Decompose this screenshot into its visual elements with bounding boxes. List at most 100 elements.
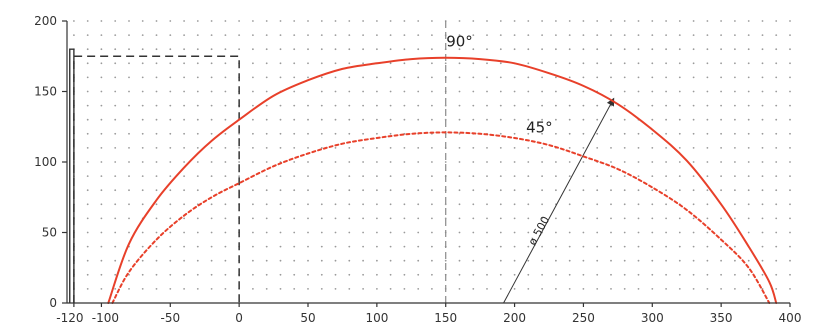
grid-dot — [403, 147, 406, 149]
grid-dot — [789, 203, 791, 206]
grid-dot — [389, 118, 392, 121]
grid-dot — [527, 34, 530, 36]
grid-dot — [637, 245, 640, 248]
grid-dot — [334, 76, 337, 79]
grid-dot — [348, 62, 351, 65]
grid-dot — [265, 48, 268, 51]
grid-dot — [678, 48, 681, 51]
grid-dot — [86, 273, 89, 276]
grid-dot — [458, 231, 461, 234]
grid-dot — [568, 288, 571, 290]
grid-dot — [224, 118, 227, 121]
grid-dot — [582, 189, 585, 192]
grid-dot — [362, 118, 364, 121]
grid-dot — [128, 34, 130, 36]
grid-dot — [596, 20, 599, 22]
grid-dot — [389, 34, 392, 36]
grid-dot — [568, 62, 571, 65]
grid-dot — [196, 62, 199, 65]
grid-dot — [348, 118, 351, 121]
grid-dot — [623, 76, 626, 79]
grid-dot — [403, 118, 406, 121]
grid-dot — [293, 288, 296, 290]
grid-dot — [403, 288, 406, 290]
grid-dot — [596, 62, 599, 65]
grid-dot — [610, 288, 612, 290]
grid-dot — [775, 147, 778, 149]
grid-dot — [293, 175, 296, 178]
grid-dot — [513, 132, 516, 135]
grid-dot — [486, 62, 488, 65]
grid-dot — [183, 48, 186, 51]
grid-dot — [541, 147, 543, 149]
grid-dot — [210, 175, 213, 178]
grid-dot — [403, 189, 406, 192]
tick-labels: 0 50 100 150 200 -120 -100 -50 0 50 100 150 200 250 30… — [34, 14, 801, 325]
grid-dot — [431, 118, 433, 121]
grid-dot — [293, 217, 296, 220]
grid-dot — [128, 231, 130, 234]
grid-dot — [128, 62, 130, 65]
grid-dot — [252, 20, 254, 22]
grid-dot — [141, 231, 144, 234]
grid-dot — [499, 118, 502, 121]
grid-dot — [555, 34, 557, 36]
grid-dot — [610, 118, 612, 121]
grid-dot — [747, 273, 750, 276]
grid-dot — [279, 48, 282, 51]
grid-dot — [789, 48, 791, 51]
grid-dot — [541, 203, 543, 206]
grid-dot — [472, 245, 475, 248]
grid-dot — [210, 288, 213, 290]
grid-dot — [678, 104, 681, 107]
grid-dot — [527, 76, 530, 79]
grid-dot — [720, 62, 722, 65]
grid-dot — [637, 147, 640, 149]
grid-dot — [307, 118, 309, 121]
grid-dot — [513, 288, 516, 290]
grid-dot — [155, 147, 158, 149]
grid-dot — [692, 118, 695, 121]
grid-dot — [610, 189, 612, 192]
grid-dot — [320, 20, 323, 22]
grid-dot — [458, 20, 461, 22]
grid-dot — [320, 273, 323, 276]
grid-dot — [348, 231, 351, 234]
grid-dot — [293, 147, 296, 149]
grid-dot — [761, 259, 764, 262]
grid-dot — [637, 273, 640, 276]
grid-dot — [348, 76, 351, 79]
grid-dot — [665, 259, 667, 262]
grid-dot — [651, 76, 654, 79]
grid-dot — [706, 161, 709, 163]
grid-dot — [734, 34, 736, 36]
grid-dot — [747, 48, 750, 51]
grid-dot — [734, 259, 736, 262]
grid-dot — [348, 259, 351, 262]
grid-dot — [307, 34, 309, 36]
grid-dot — [114, 288, 117, 290]
series-line-90 — [107, 56, 778, 304]
grid-dot — [513, 203, 516, 206]
grid-dot — [651, 231, 654, 234]
grid-dot — [486, 34, 488, 36]
grid-dot — [623, 231, 626, 234]
grid-dot — [169, 231, 172, 234]
grid-dot — [169, 34, 172, 36]
grid-dot — [527, 147, 530, 149]
curve-label: 90° — [446, 32, 473, 50]
grid-dot — [486, 273, 488, 276]
grid-dot — [114, 62, 117, 65]
grid-dot — [141, 273, 144, 276]
dotted-grid — [73, 20, 791, 290]
grid-dot — [678, 231, 681, 234]
grid-dot — [100, 104, 103, 107]
grid-dot — [320, 118, 323, 121]
grid-dot — [224, 76, 227, 79]
grid-dot — [541, 259, 543, 262]
grid-dot — [720, 189, 722, 192]
grid-dot — [210, 62, 213, 65]
grid-dot — [334, 217, 337, 220]
grid-dot — [472, 104, 475, 107]
grid-dot — [513, 161, 516, 163]
